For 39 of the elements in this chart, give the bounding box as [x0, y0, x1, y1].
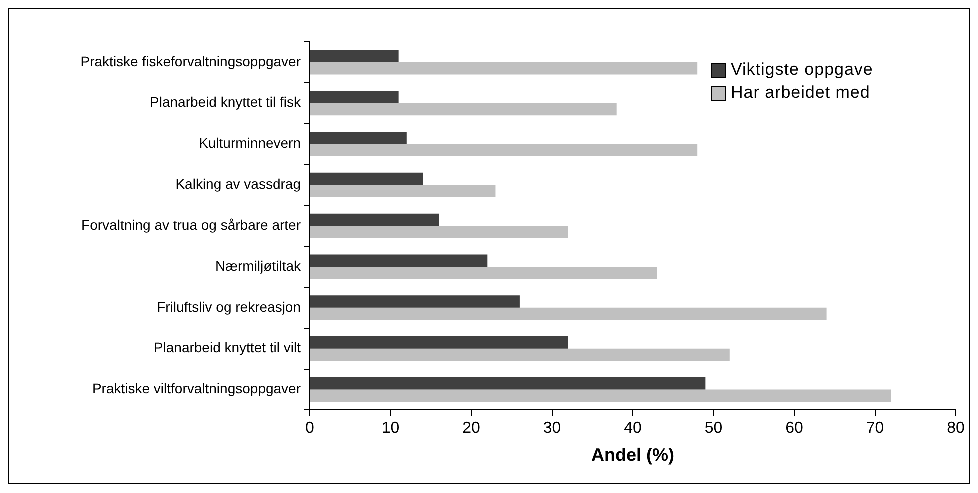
- x-tick-label: 10: [382, 420, 400, 438]
- y-tick-label: Planarbeid knyttet til vilt: [154, 340, 302, 356]
- legend-label: Har arbeidet med: [731, 83, 870, 103]
- x-tick-label: 0: [306, 420, 315, 438]
- bar: [310, 254, 488, 268]
- x-tick-label: 60: [786, 420, 804, 438]
- bar: [310, 172, 424, 186]
- bar: [310, 348, 730, 362]
- bar: [310, 267, 658, 280]
- x-axis-title: Andel (%): [592, 445, 674, 466]
- bar: [310, 103, 617, 116]
- x-tick-label: 80: [947, 420, 965, 438]
- bar: [310, 91, 399, 104]
- y-tick-label: Nærmiljøtiltak: [215, 258, 302, 274]
- y-tick-label: Praktiske fiskeforvaltningsoppgaver: [80, 53, 302, 70]
- y-tick-label: Praktiske viltforvaltningsoppgaver: [92, 380, 302, 397]
- bar: [310, 185, 496, 198]
- bar: [310, 132, 407, 144]
- y-tick-label: Friluftsliv og rekreasjon: [157, 298, 301, 315]
- bar: [310, 308, 827, 320]
- bar: [310, 144, 698, 157]
- bar: [310, 214, 440, 226]
- bar: [310, 336, 568, 349]
- legend-label: Viktigste oppgave: [731, 60, 874, 80]
- y-tick-label: Kulturminnevern: [199, 135, 301, 152]
- bar: [310, 50, 399, 62]
- x-tick-label: 50: [704, 420, 723, 438]
- bar: [310, 226, 568, 238]
- y-tick-label: Kalking av vassdrag: [176, 176, 301, 192]
- y-tick-label: Planarbeid knyttet til fisk: [150, 94, 302, 110]
- bar: [310, 377, 706, 390]
- x-tick-label: 30: [543, 420, 562, 438]
- x-tick-label: 20: [462, 420, 480, 438]
- x-tick-label: 40: [624, 420, 642, 438]
- bar: [310, 390, 892, 402]
- y-tick-label: Forvaltning av trua og sårbare arter: [82, 216, 302, 233]
- bar: [310, 296, 520, 308]
- x-tick-label: 70: [866, 420, 884, 438]
- bar: [310, 62, 698, 75]
